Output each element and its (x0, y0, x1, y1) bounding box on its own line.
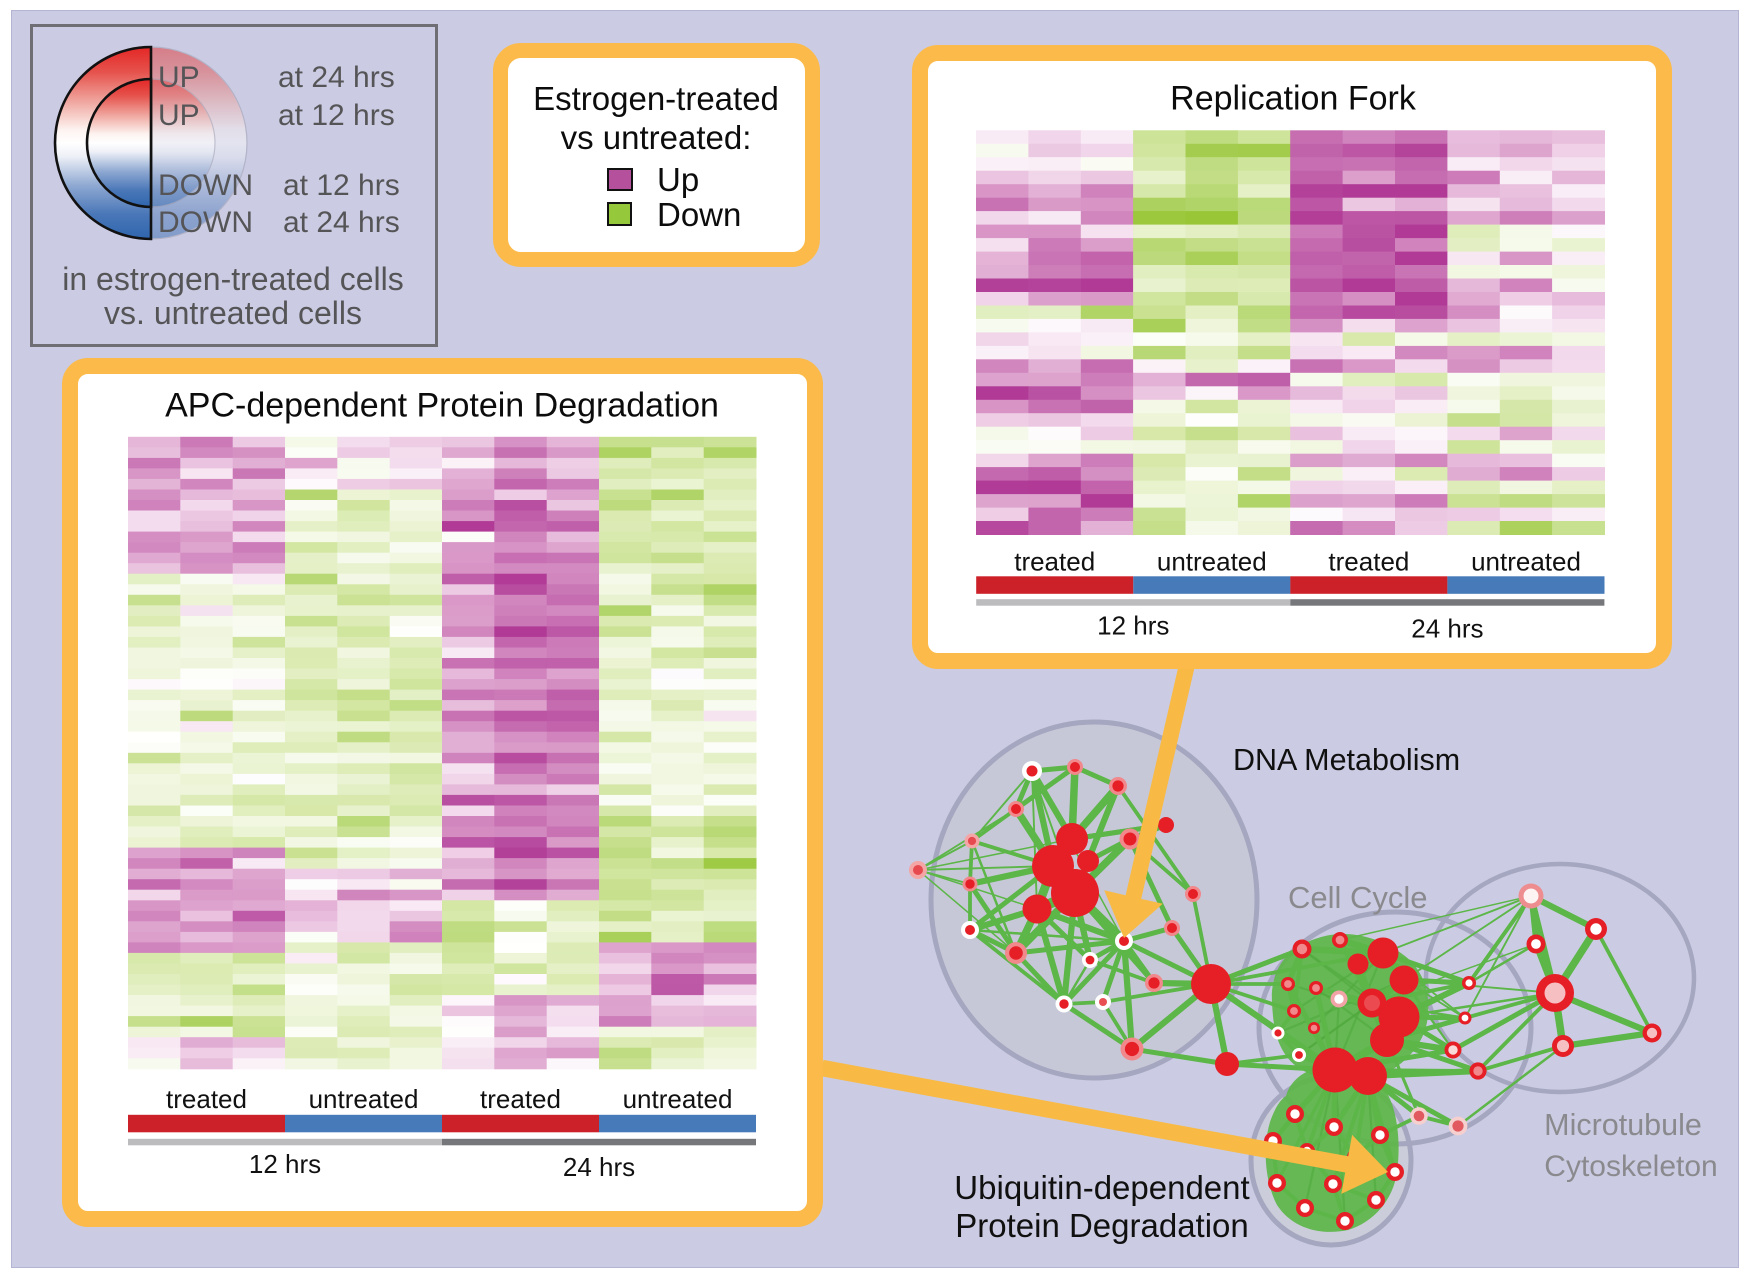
svg-text:in estrogen-treated cells: in estrogen-treated cells (62, 261, 404, 297)
svg-text:Protein Degradation: Protein Degradation (955, 1207, 1249, 1244)
svg-text:Replication Fork: Replication Fork (1170, 80, 1417, 118)
svg-text:UP: UP (158, 99, 200, 132)
svg-text:vs untreated:: vs untreated: (560, 119, 751, 156)
svg-text:12 hrs: 12 hrs (249, 1149, 321, 1179)
svg-text:untreated: untreated (1157, 547, 1267, 577)
svg-text:treated: treated (166, 1084, 247, 1114)
svg-text:untreated: untreated (309, 1084, 419, 1114)
svg-text:UP: UP (158, 61, 200, 94)
svg-text:Estrogen-treated: Estrogen-treated (533, 80, 779, 117)
svg-text:at 24 hrs: at 24 hrs (278, 61, 395, 94)
svg-text:Cytoskeleton: Cytoskeleton (1544, 1150, 1717, 1183)
svg-text:untreated: untreated (623, 1084, 733, 1114)
svg-text:24 hrs: 24 hrs (563, 1152, 635, 1182)
svg-text:at 12 hrs: at 12 hrs (278, 99, 395, 132)
svg-text:DNA Metabolism: DNA Metabolism (1233, 743, 1460, 777)
svg-text:Up: Up (657, 161, 699, 198)
svg-text:Microtubule: Microtubule (1544, 1108, 1702, 1142)
svg-text:DOWN: DOWN (158, 206, 253, 239)
svg-text:12 hrs: 12 hrs (1097, 610, 1169, 640)
svg-text:vs. untreated cells: vs. untreated cells (104, 295, 362, 331)
svg-text:Cell Cycle: Cell Cycle (1288, 880, 1428, 915)
svg-text:DOWN: DOWN (158, 169, 253, 202)
svg-text:at 24 hrs: at 24 hrs (283, 206, 400, 239)
svg-text:APC-dependent Protein Degradat: APC-dependent Protein Degradation (165, 387, 719, 425)
svg-text:Down: Down (657, 196, 741, 233)
svg-text:Ubiquitin-dependent: Ubiquitin-dependent (954, 1169, 1249, 1206)
svg-text:24 hrs: 24 hrs (1411, 613, 1483, 643)
svg-text:treated: treated (480, 1084, 561, 1114)
svg-text:treated: treated (1328, 547, 1409, 577)
svg-text:treated: treated (1014, 547, 1095, 577)
svg-text:at 12 hrs: at 12 hrs (283, 169, 400, 202)
svg-text:untreated: untreated (1471, 547, 1581, 577)
